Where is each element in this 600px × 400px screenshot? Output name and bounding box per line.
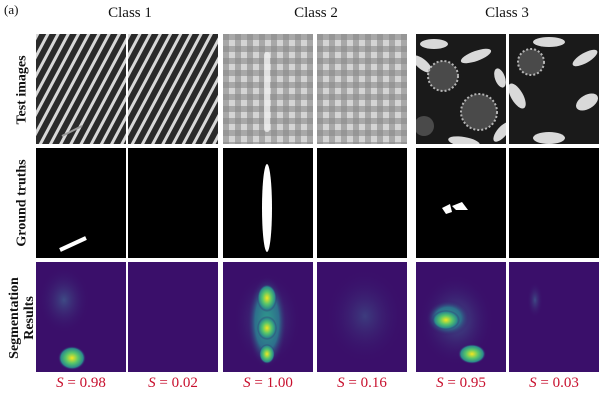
score-symbol: S bbox=[436, 375, 444, 391]
class-title-3: Class 3 bbox=[485, 5, 529, 21]
segmentation-class2-defect bbox=[223, 262, 313, 372]
ground-truth-class3-defect bbox=[416, 148, 506, 258]
class-title-1: Class 1 bbox=[108, 5, 152, 21]
panel-label: (a) bbox=[4, 2, 19, 17]
ground-truth-class2-defect bbox=[223, 148, 313, 258]
segmentation-class1-normal bbox=[128, 262, 218, 372]
row-label-segmentation-text: Segmentation Results bbox=[7, 277, 37, 359]
score-value: = 0.16 bbox=[348, 375, 387, 391]
test-image-class1-normal bbox=[128, 34, 218, 144]
ground-truth-class3-normal bbox=[509, 148, 599, 258]
score-value: = 0.95 bbox=[447, 375, 486, 391]
score-value: = 0.03 bbox=[540, 375, 579, 391]
segmentation-class3-defect bbox=[416, 262, 506, 372]
test-image-class2-defect bbox=[223, 34, 313, 144]
class-title-2: Class 2 bbox=[294, 5, 338, 21]
ground-truth-class1-normal bbox=[128, 148, 218, 258]
segmentation-class2-normal bbox=[317, 262, 407, 372]
ground-truth-class1-defect bbox=[36, 148, 126, 258]
score-value: = 0.02 bbox=[159, 375, 198, 391]
row-label-segmentation-line1: Segmentation bbox=[7, 277, 22, 359]
score-class2-defect: S = 1.00 bbox=[223, 375, 313, 392]
score-symbol: S bbox=[148, 375, 156, 391]
test-image-class3-normal bbox=[509, 34, 599, 144]
score-class3-normal: S = 0.03 bbox=[509, 375, 599, 392]
score-class2-normal: S = 0.16 bbox=[317, 375, 407, 392]
score-class1-normal: S = 0.02 bbox=[128, 375, 218, 392]
test-image-class3-defect bbox=[416, 34, 506, 144]
score-symbol: S bbox=[243, 375, 251, 391]
score-symbol: S bbox=[337, 375, 345, 391]
score-symbol: S bbox=[56, 375, 64, 391]
score-class3-defect: S = 0.95 bbox=[416, 375, 506, 392]
row-label-segmentation-line2: Results bbox=[22, 296, 37, 340]
row-label-test-images-text: Test images bbox=[14, 55, 30, 125]
segmentation-class3-normal bbox=[509, 262, 599, 372]
score-class1-defect: S = 0.98 bbox=[36, 375, 126, 392]
ground-truth-class2-normal bbox=[317, 148, 407, 258]
test-image-class2-normal bbox=[317, 34, 407, 144]
segmentation-class1-defect bbox=[36, 262, 126, 372]
score-value: = 1.00 bbox=[254, 375, 293, 391]
score-symbol: S bbox=[529, 375, 537, 391]
row-label-ground-truths-text: Ground truths bbox=[14, 159, 30, 247]
test-image-class1-defect bbox=[36, 34, 126, 144]
score-value: = 0.98 bbox=[67, 375, 106, 391]
